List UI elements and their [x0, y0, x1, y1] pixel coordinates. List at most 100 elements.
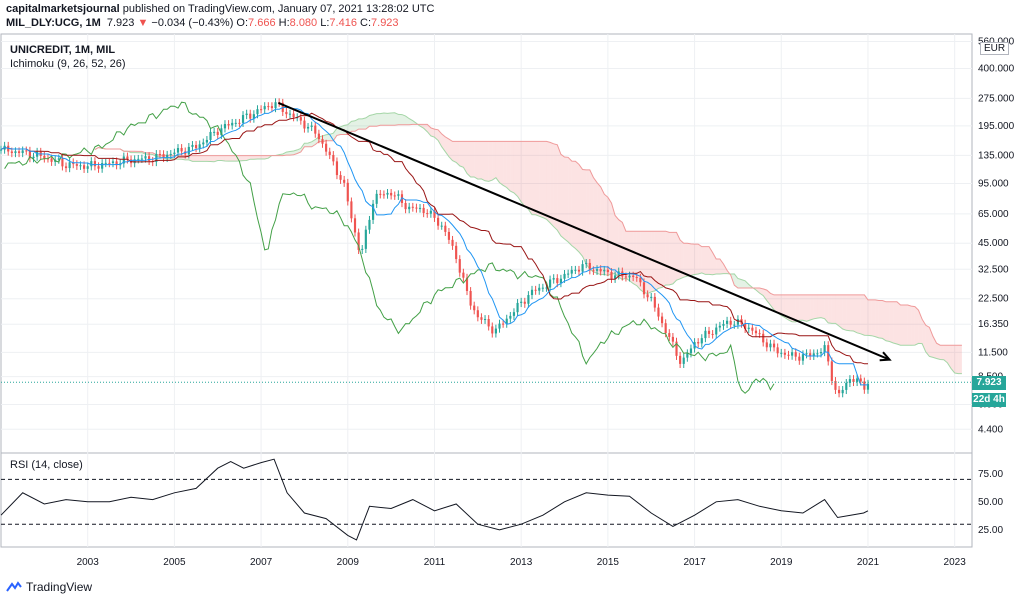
cloud-segment	[618, 219, 623, 280]
cloud-segment	[857, 294, 861, 334]
cloud-segment	[784, 294, 789, 320]
candle-body	[245, 113, 248, 116]
kijun-sen	[0, 112, 868, 365]
candle-body	[848, 379, 851, 383]
price-tick-label: 45.000	[978, 238, 1009, 249]
cloud-segment	[250, 155, 254, 160]
cloud-segment	[669, 232, 673, 285]
cloud-segment	[651, 231, 655, 292]
cloud-segment	[896, 301, 901, 346]
candle-body	[476, 310, 479, 318]
currency-label: EUR	[980, 42, 1010, 55]
author-name[interactable]: capitalmarketsjournal	[6, 3, 120, 15]
cloud-segment	[643, 231, 648, 294]
candle-body	[10, 151, 13, 154]
candle-body	[606, 269, 609, 273]
candle-body	[805, 353, 808, 355]
price-axis[interactable]: 560.000400.000275.000195.000135.00095.00…	[978, 37, 1015, 536]
cloud-segment	[560, 154, 565, 240]
main-pane-title: UNICREDIT, 1M, MIL	[10, 44, 116, 56]
tradingview-logo[interactable]: TradingView	[6, 580, 92, 594]
candle-body	[624, 276, 628, 278]
cloud-segment	[506, 141, 511, 192]
candle-body	[122, 156, 125, 164]
cloud-segment	[257, 155, 262, 159]
cloud-segment	[683, 243, 688, 278]
cloud-segment	[633, 231, 637, 286]
candle-body	[205, 139, 208, 143]
candle-body	[791, 352, 794, 356]
candle-body	[534, 289, 537, 291]
candle-body	[758, 333, 761, 335]
trendline[interactable]	[278, 101, 892, 362]
candle-body	[563, 273, 566, 279]
cloud-segment	[958, 345, 962, 374]
cloud-segment	[398, 114, 402, 125]
cloud-segment	[774, 294, 778, 314]
candle-body	[465, 277, 469, 291]
cloud-segment	[658, 231, 663, 289]
candle-body	[451, 239, 454, 246]
cloud-segment	[893, 301, 897, 344]
cloud-segment	[578, 164, 583, 257]
cloud-segment	[701, 246, 706, 275]
cloud-segment	[737, 278, 742, 289]
time-tick-label: 2019	[770, 557, 793, 568]
cloud-segment	[524, 141, 529, 210]
cloud-segment	[716, 258, 720, 274]
candle-body	[574, 269, 577, 271]
cloud-segment	[821, 294, 825, 319]
close-label: C:	[360, 17, 372, 29]
cloud-segment	[485, 141, 489, 182]
publish-header: capitalmarketsjournal published on Tradi…	[6, 3, 434, 15]
candle-body	[32, 156, 35, 159]
time-axis[interactable]: 2003 2005 2007 2009 2011 2013 2015 2017 2019 2021…	[77, 557, 967, 568]
price-tick-label: 400.000	[978, 63, 1015, 74]
cloud-segment	[741, 279, 746, 289]
cloud-segment	[217, 155, 222, 161]
ichimoku-lines	[0, 101, 972, 394]
cloud-segment	[466, 141, 471, 178]
candle-body	[682, 357, 685, 364]
cloud-segment	[940, 345, 944, 360]
rsi-legend[interactable]: RSI (14, close)	[10, 459, 83, 471]
cloud-segment	[456, 141, 460, 166]
candle-body	[274, 102, 277, 109]
time-tick-label: 2007	[250, 557, 273, 568]
price-tick-label: 11.500	[978, 347, 1008, 358]
cloud-segment	[745, 280, 749, 289]
candle-body	[823, 345, 826, 353]
cloud-segment	[629, 231, 634, 284]
candle-body	[90, 161, 93, 167]
candle-body	[28, 150, 31, 159]
candle-body	[483, 319, 487, 321]
cloud-segment	[615, 215, 619, 278]
candle-body	[863, 381, 866, 390]
price-tick-label: 275.000	[978, 93, 1015, 104]
candle-body	[856, 378, 859, 382]
cloud-segment	[662, 231, 666, 288]
cloud-segment	[495, 141, 500, 183]
candle-body	[725, 320, 729, 324]
candle-body	[512, 312, 516, 316]
candle-body	[599, 269, 602, 272]
cloud-segment	[463, 141, 467, 174]
candle-body	[704, 330, 707, 339]
candle-body	[321, 139, 324, 144]
rsi-tick-label: 50.00	[978, 497, 1003, 508]
candle-body	[371, 203, 375, 220]
candle-body	[837, 389, 841, 394]
candle-body	[263, 106, 266, 110]
candle-body	[603, 269, 606, 272]
cloud-segment	[380, 112, 384, 126]
cloud-segment	[611, 203, 616, 274]
ichimoku-legend[interactable]: Ichimoku (9, 26, 52, 26)	[10, 58, 126, 70]
candle-body	[14, 151, 17, 154]
candle-body	[173, 152, 176, 154]
cloud-segment	[922, 319, 926, 353]
low-value: 7.416	[329, 17, 357, 29]
high-value: 8.080	[289, 17, 318, 29]
candle-body	[415, 207, 418, 209]
candle-body	[422, 207, 425, 214]
